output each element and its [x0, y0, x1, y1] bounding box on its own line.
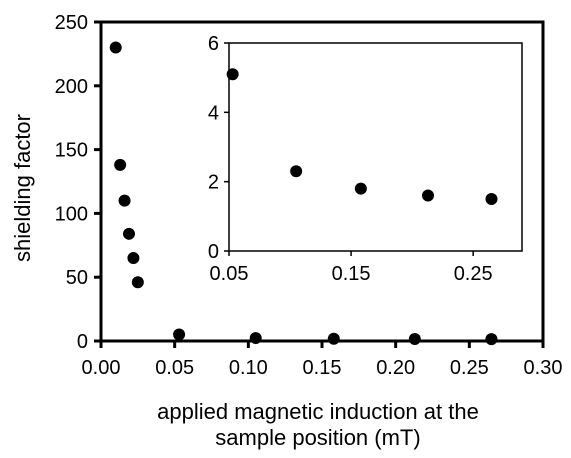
x-tick-label: 0.30 [524, 357, 563, 379]
data-point [122, 227, 135, 240]
x-tick-label: 0.10 [229, 357, 268, 379]
data-point [485, 333, 498, 346]
data-point [131, 276, 144, 289]
data-point [173, 328, 186, 341]
inset-data-point [421, 189, 434, 202]
y-axis-title: shielding factor [10, 114, 35, 262]
x-tick-label: 0.00 [82, 357, 121, 379]
inset-y-tick-label: 0 [208, 241, 219, 263]
data-point [249, 332, 262, 345]
inset-data-point [485, 193, 498, 205]
main-plot: 0.00 0.05 0.10 0.15 0.20 0.25 0.30050100150200… [55, 12, 563, 379]
x-tick-label: 0.05 [155, 357, 194, 379]
y-tick-label: 0 [77, 331, 88, 353]
data-point [127, 252, 140, 265]
inset-y-tick-label: 4 [208, 102, 219, 124]
data-point [118, 194, 131, 207]
x-axis-title-line-2: sample position (mT) [215, 425, 420, 450]
y-tick-label: 100 [55, 203, 88, 225]
data-point [408, 332, 421, 345]
x-tick-label: 0.15 [303, 357, 342, 379]
inset-x-tick-label: 0.15 [332, 263, 371, 285]
data-point [109, 41, 122, 54]
y-tick-label: 150 [55, 140, 88, 162]
data-point [327, 332, 340, 345]
inset-plot: 0.05 0.15 0.25 0 2 4 6 [208, 33, 523, 285]
inset-y-tick-label: 2 [208, 172, 219, 194]
y-tick-label: 200 [55, 76, 88, 98]
inset-x-tick-label: 0.25 [454, 263, 493, 285]
x-axis-title-line-1: applied magnetic induction at the [157, 399, 479, 424]
y-tick-label: 50 [66, 267, 88, 289]
inset-data-point [226, 68, 239, 81]
inset-plot-frame [228, 42, 523, 252]
x-tick-label: 0.25 [450, 357, 489, 379]
inset-x-tick-label: 0.05 [210, 263, 249, 285]
x-tick-label: 0.20 [376, 357, 415, 379]
inset-y-tick-label: 6 [208, 33, 219, 55]
y-tick-label: 250 [55, 12, 88, 34]
data-point [114, 158, 127, 171]
plot-frame [99, 20, 545, 343]
inset-data-point [290, 165, 303, 178]
inset-data-point [354, 182, 367, 195]
